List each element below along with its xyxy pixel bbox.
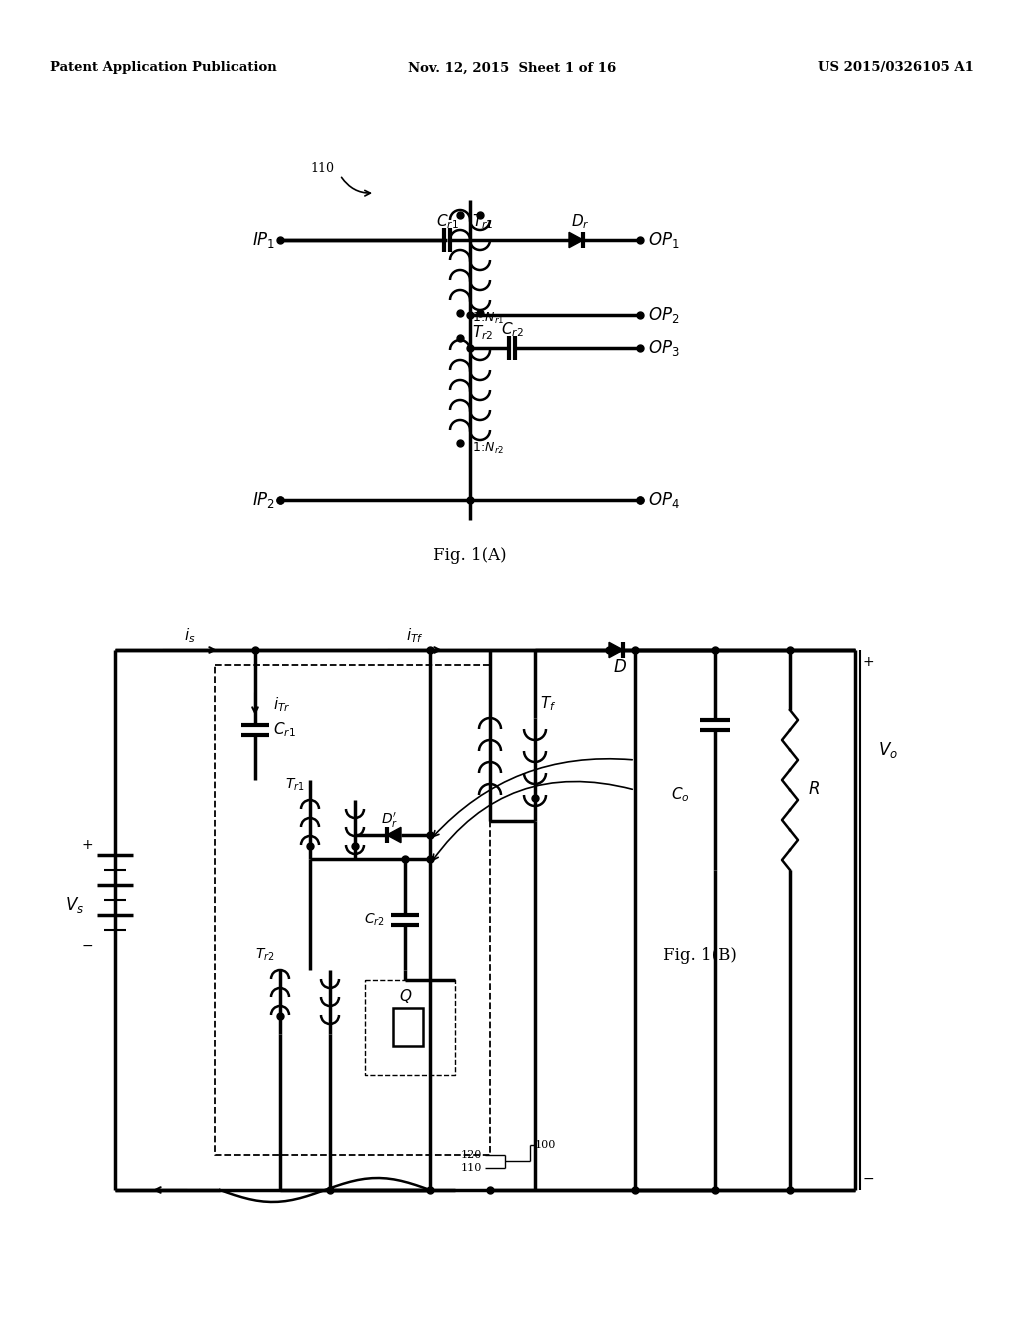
Text: $\mathit{C}_{r2}$: $\mathit{C}_{r2}$ [365, 912, 385, 928]
Text: $\mathit{i}_{Tf}$: $\mathit{i}_{Tf}$ [407, 627, 424, 645]
Text: Fig. 1(A): Fig. 1(A) [433, 546, 507, 564]
Text: $\mathit{C}_{r1}$: $\mathit{C}_{r1}$ [435, 213, 459, 231]
Text: $\mathit{C}_o$: $\mathit{C}_o$ [672, 785, 690, 804]
Text: 110: 110 [461, 1163, 482, 1173]
Text: $\mathit{i}_{Tr}$: $\mathit{i}_{Tr}$ [273, 696, 291, 714]
Polygon shape [569, 232, 584, 248]
Text: $\mathit{T}_f$: $\mathit{T}_f$ [540, 694, 556, 713]
Text: $\mathit{C}_{r1}$: $\mathit{C}_{r1}$ [273, 721, 296, 739]
Text: $\mathit{T}_{r2}$: $\mathit{T}_{r2}$ [255, 946, 275, 964]
Text: $\mathit{OP}_3$: $\mathit{OP}_3$ [648, 338, 680, 358]
Text: +: + [81, 838, 93, 851]
Text: $\mathit{OP}_4$: $\mathit{OP}_4$ [648, 490, 680, 510]
Text: $\mathit{D}_r$: $\mathit{D}_r$ [570, 213, 590, 231]
Text: $\mathit{IP}_1$: $\mathit{IP}_1$ [252, 230, 275, 249]
Text: $\mathit{Q}$: $\mathit{Q}$ [399, 987, 413, 1005]
Text: 120: 120 [461, 1150, 482, 1160]
Text: $-$: $-$ [81, 939, 93, 952]
Text: $1\!:\!N_{r1}$: $1\!:\!N_{r1}$ [472, 310, 505, 326]
Polygon shape [609, 643, 624, 657]
Text: $\mathit{V}_s$: $\mathit{V}_s$ [66, 895, 85, 915]
Text: $\mathit{D}_r'$: $\mathit{D}_r'$ [381, 810, 398, 829]
Text: $\mathit{IP}_2$: $\mathit{IP}_2$ [252, 490, 275, 510]
Text: +: + [862, 655, 873, 669]
Text: $\mathit{T}_{r1}$: $\mathit{T}_{r1}$ [286, 776, 305, 793]
Text: $\mathit{R}$: $\mathit{R}$ [808, 781, 820, 799]
Text: $\mathit{T}_{r1}$: $\mathit{T}_{r1}$ [472, 213, 494, 231]
Text: 110: 110 [310, 161, 334, 174]
Bar [393, 1008, 423, 1045]
Text: $\mathit{i}_s$: $\mathit{i}_s$ [184, 627, 196, 645]
Text: $\mathit{OP}_2$: $\mathit{OP}_2$ [648, 305, 679, 325]
Text: $\mathit{OP}_1$: $\mathit{OP}_1$ [648, 230, 680, 249]
Text: $\mathit{D}$: $\mathit{D}$ [613, 660, 627, 676]
Text: $-$: $-$ [862, 1171, 874, 1185]
Text: $\mathit{T}_{r2}$: $\mathit{T}_{r2}$ [472, 323, 494, 342]
Text: Patent Application Publication: Patent Application Publication [50, 62, 276, 74]
Text: Nov. 12, 2015  Sheet 1 of 16: Nov. 12, 2015 Sheet 1 of 16 [408, 62, 616, 74]
Text: US 2015/0326105 A1: US 2015/0326105 A1 [818, 62, 974, 74]
Text: Fig. 1(B): Fig. 1(B) [664, 946, 737, 964]
Text: $1\!:\!N_{r2}$: $1\!:\!N_{r2}$ [472, 441, 505, 455]
Text: $\mathit{C}_{r2}$: $\mathit{C}_{r2}$ [501, 321, 523, 339]
Polygon shape [387, 828, 401, 842]
Text: 100: 100 [535, 1140, 556, 1150]
Text: $\mathit{V}_o$: $\mathit{V}_o$ [878, 741, 898, 760]
